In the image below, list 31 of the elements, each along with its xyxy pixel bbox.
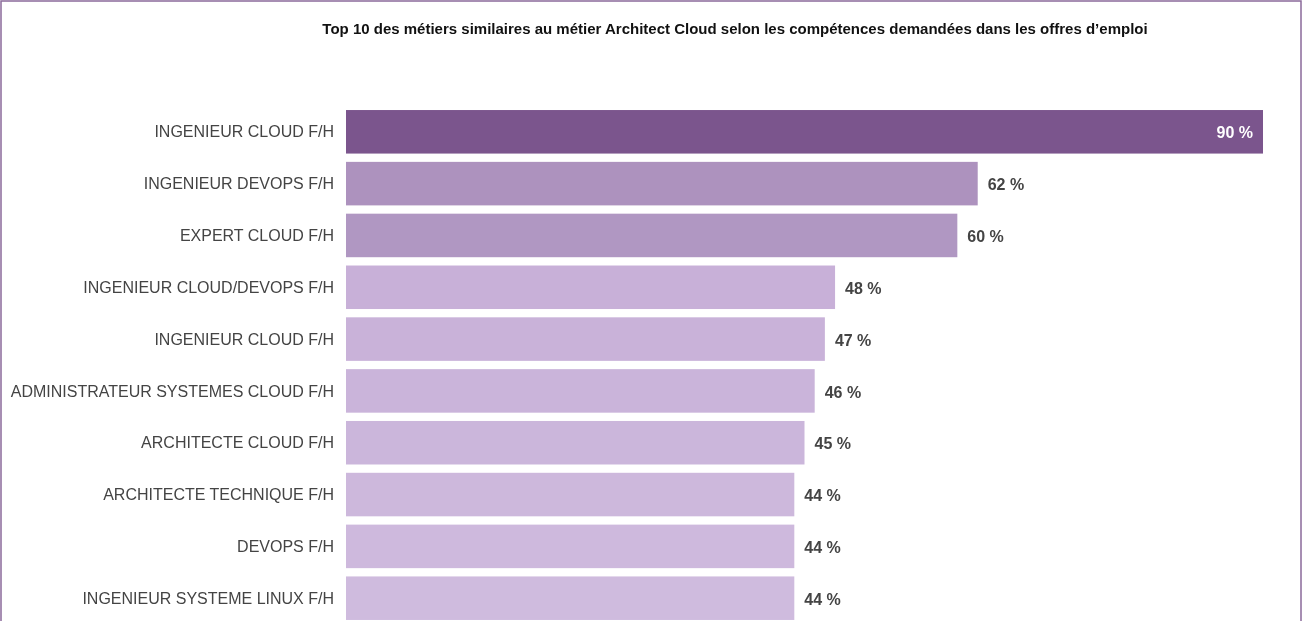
y-tick-label: INGENIEUR DEVOPS F/H bbox=[143, 175, 334, 193]
data-label: 44 % bbox=[804, 487, 841, 505]
bar bbox=[346, 576, 795, 620]
data-label: 44 % bbox=[804, 590, 841, 608]
data-label: 45 % bbox=[814, 435, 851, 453]
bar bbox=[346, 524, 795, 569]
bar bbox=[346, 369, 815, 413]
bar bbox=[346, 317, 825, 361]
y-tick-label: INGENIEUR CLOUD F/H bbox=[154, 123, 334, 141]
data-label: 46 % bbox=[824, 383, 862, 401]
bar bbox=[346, 161, 978, 206]
y-tick-label: EXPERT CLOUD F/H bbox=[179, 227, 334, 245]
data-label: 48 % bbox=[845, 279, 882, 297]
bar bbox=[346, 472, 795, 517]
bar bbox=[346, 265, 836, 310]
y-tick-label: DEVOPS F/H bbox=[237, 537, 334, 555]
bar bbox=[346, 213, 958, 258]
data-label: 90 % bbox=[1216, 124, 1253, 142]
y-tick-label: ARCHITECTE TECHNIQUE F/H bbox=[103, 486, 334, 504]
bar bbox=[346, 110, 1263, 154]
y-tick-label: ARCHITECTE CLOUD F/H bbox=[141, 434, 334, 452]
y-tick-label: ADMINISTRATEUR SYSTEMES CLOUD F/H bbox=[10, 382, 334, 400]
data-label: 47 % bbox=[834, 331, 872, 349]
chart-title: Top 10 des métiers similaires au métier Architect Cloud selon les compétences demandées dans les offres d’emploi bbox=[322, 20, 1148, 37]
data-label: 44 % bbox=[804, 538, 841, 556]
y-tick-label: INGENIEUR CLOUD F/H bbox=[154, 330, 334, 348]
bar bbox=[346, 420, 805, 465]
data-label: 62 % bbox=[987, 176, 1025, 194]
y-tick-label: INGENIEUR SYSTEME LINUX F/H bbox=[82, 589, 334, 607]
y-tick-label: INGENIEUR CLOUD/DEVOPS F/H bbox=[83, 278, 334, 296]
data-label: 60 % bbox=[967, 228, 1004, 246]
